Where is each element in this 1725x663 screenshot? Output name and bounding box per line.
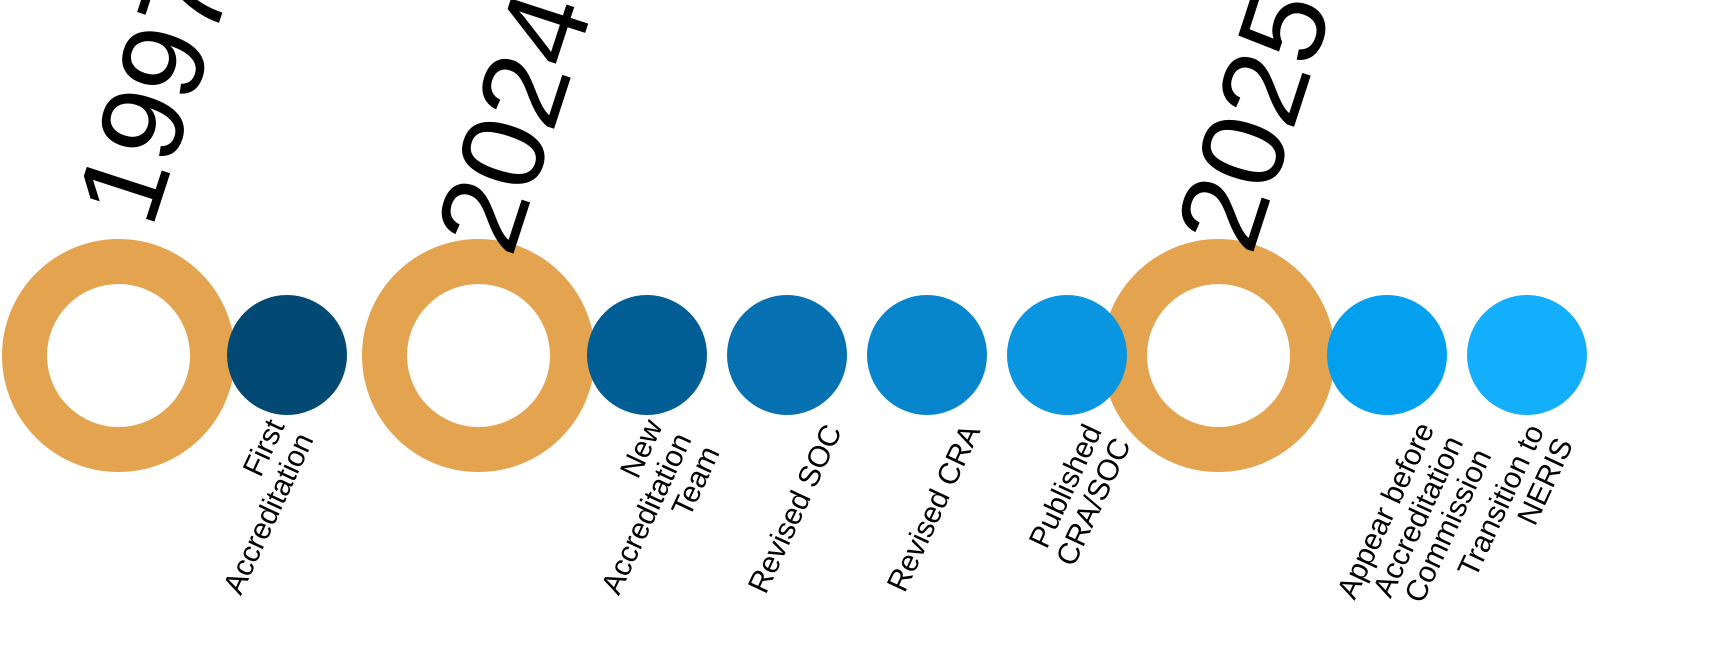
milestone-dot-transition-to-neris — [1467, 295, 1587, 415]
label-line: Revised SOC — [742, 419, 850, 599]
year-label-2024: 2024 — [410, 0, 618, 268]
year-label-1997: 1997 — [50, 0, 258, 239]
milestone-dot-appear-before-commission — [1327, 295, 1447, 415]
milestone-dot-revised-cra — [867, 295, 987, 415]
milestone-label-new-accreditation-team: New Accreditation Team — [567, 415, 726, 612]
milestone-label-revised-soc: Revised SOC — [742, 419, 850, 599]
milestone-dot-revised-soc — [727, 295, 847, 415]
milestone-dot-published-cra-soc — [1007, 295, 1127, 415]
year-label-2025: 2025 — [1150, 0, 1358, 266]
year-marker-ring-1997 — [2, 239, 235, 472]
year-marker-ring-2025 — [1102, 239, 1335, 472]
milestone-label-first-accreditation: First Accreditation — [189, 415, 319, 599]
milestone-dot-new-accreditation-team — [587, 295, 707, 415]
year-marker-ring-2024 — [362, 239, 595, 472]
milestone-label-published-cra-soc: Published CRA/SOC — [1022, 420, 1137, 571]
milestone-label-revised-cra: Revised CRA — [880, 419, 988, 597]
label-line: Revised CRA — [880, 419, 988, 597]
milestone-dot-first-accreditation — [227, 295, 347, 415]
